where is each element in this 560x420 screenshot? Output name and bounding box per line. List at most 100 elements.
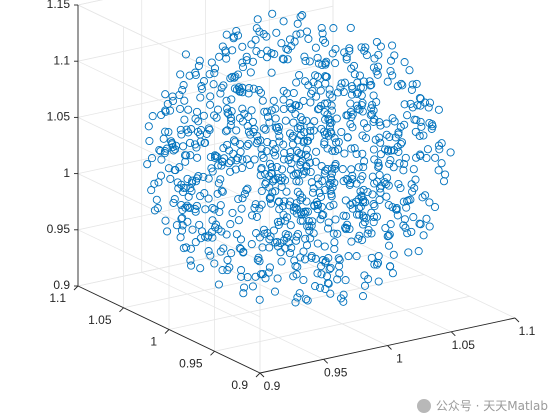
data-point [195,56,204,65]
data-point [178,85,187,95]
data-point [407,227,416,236]
data-point [147,186,156,195]
data-point [414,247,423,256]
data-point [394,128,403,137]
data-point [231,165,240,174]
data-point [292,236,301,245]
data-point [367,80,376,89]
data-point [397,138,407,147]
data-point [362,51,371,60]
data-point [234,216,243,225]
data-point [354,234,363,243]
data-point [175,90,184,100]
data-point [153,204,162,213]
data-point [383,173,392,182]
data-point [306,122,315,131]
data-point [243,184,252,193]
data-point [242,56,251,65]
data-point [286,197,295,206]
data-point [192,174,202,183]
data-point [348,171,357,180]
data-point [342,212,351,221]
data-point [232,126,241,135]
data-point [261,180,270,189]
data-point [330,178,339,187]
data-point [238,155,247,164]
grid-line [77,173,261,261]
data-point [219,244,228,253]
data-point [401,223,410,232]
grid-line [77,60,261,149]
y-tick-label: 0.9 [231,378,248,392]
data-point [282,89,292,98]
data-point [196,192,205,201]
data-point [258,243,267,252]
data-point [285,249,295,258]
data-point [262,53,272,62]
data-point [363,229,372,238]
data-point [301,207,310,216]
data-point [192,143,201,152]
data-point [381,145,390,154]
data-point [409,213,418,222]
data-point [358,292,368,301]
data-point [238,63,248,72]
data-point [368,110,377,119]
data-point [340,78,349,87]
data-point [199,111,208,120]
data-point [192,201,201,210]
watermark-text: 公众号 · 天天Matlab [435,399,548,413]
data-point [212,113,221,122]
data-point [418,193,427,202]
data-point [167,137,176,146]
data-point [239,289,248,298]
data-point [260,107,269,116]
data-point [299,275,308,285]
data-point [419,131,428,140]
data-point [329,229,338,238]
data-point [180,115,189,124]
data-point [344,252,353,261]
data-point [365,77,374,86]
data-point [257,200,266,209]
data-point [215,207,224,217]
data-point [420,98,430,107]
data-point [239,247,248,256]
data-point [256,88,266,97]
data-point [226,121,235,130]
data-point [301,56,310,66]
tick-labels: 0.90.9511.051.10.90.9511.051.10.90.9511.… [47,0,536,393]
axes [73,4,520,378]
data-point [415,219,424,228]
data-point [293,19,302,28]
data-point [222,54,231,63]
data-point [384,241,394,250]
data-point [330,164,339,173]
data-point [302,27,312,36]
data-point [227,107,236,116]
data-point [355,71,364,80]
y-tick-mark [255,372,261,378]
data-point [265,243,274,252]
data-point [259,153,268,163]
data-point [400,100,409,109]
data-point [298,11,307,20]
data-point [296,158,305,167]
data-point [183,217,192,226]
data-point [381,223,390,233]
data-point [333,88,343,97]
data-point [267,162,276,172]
data-point [329,24,338,33]
data-point [263,46,272,55]
data-point [255,295,264,304]
data-point [367,253,376,262]
data-point [293,229,303,239]
data-point [331,44,340,53]
data-point [416,117,425,126]
data-point [279,104,288,114]
data-point [181,157,190,166]
data-point [344,176,353,185]
data-point [401,153,410,162]
data-point [284,231,293,240]
data-point [185,138,195,147]
